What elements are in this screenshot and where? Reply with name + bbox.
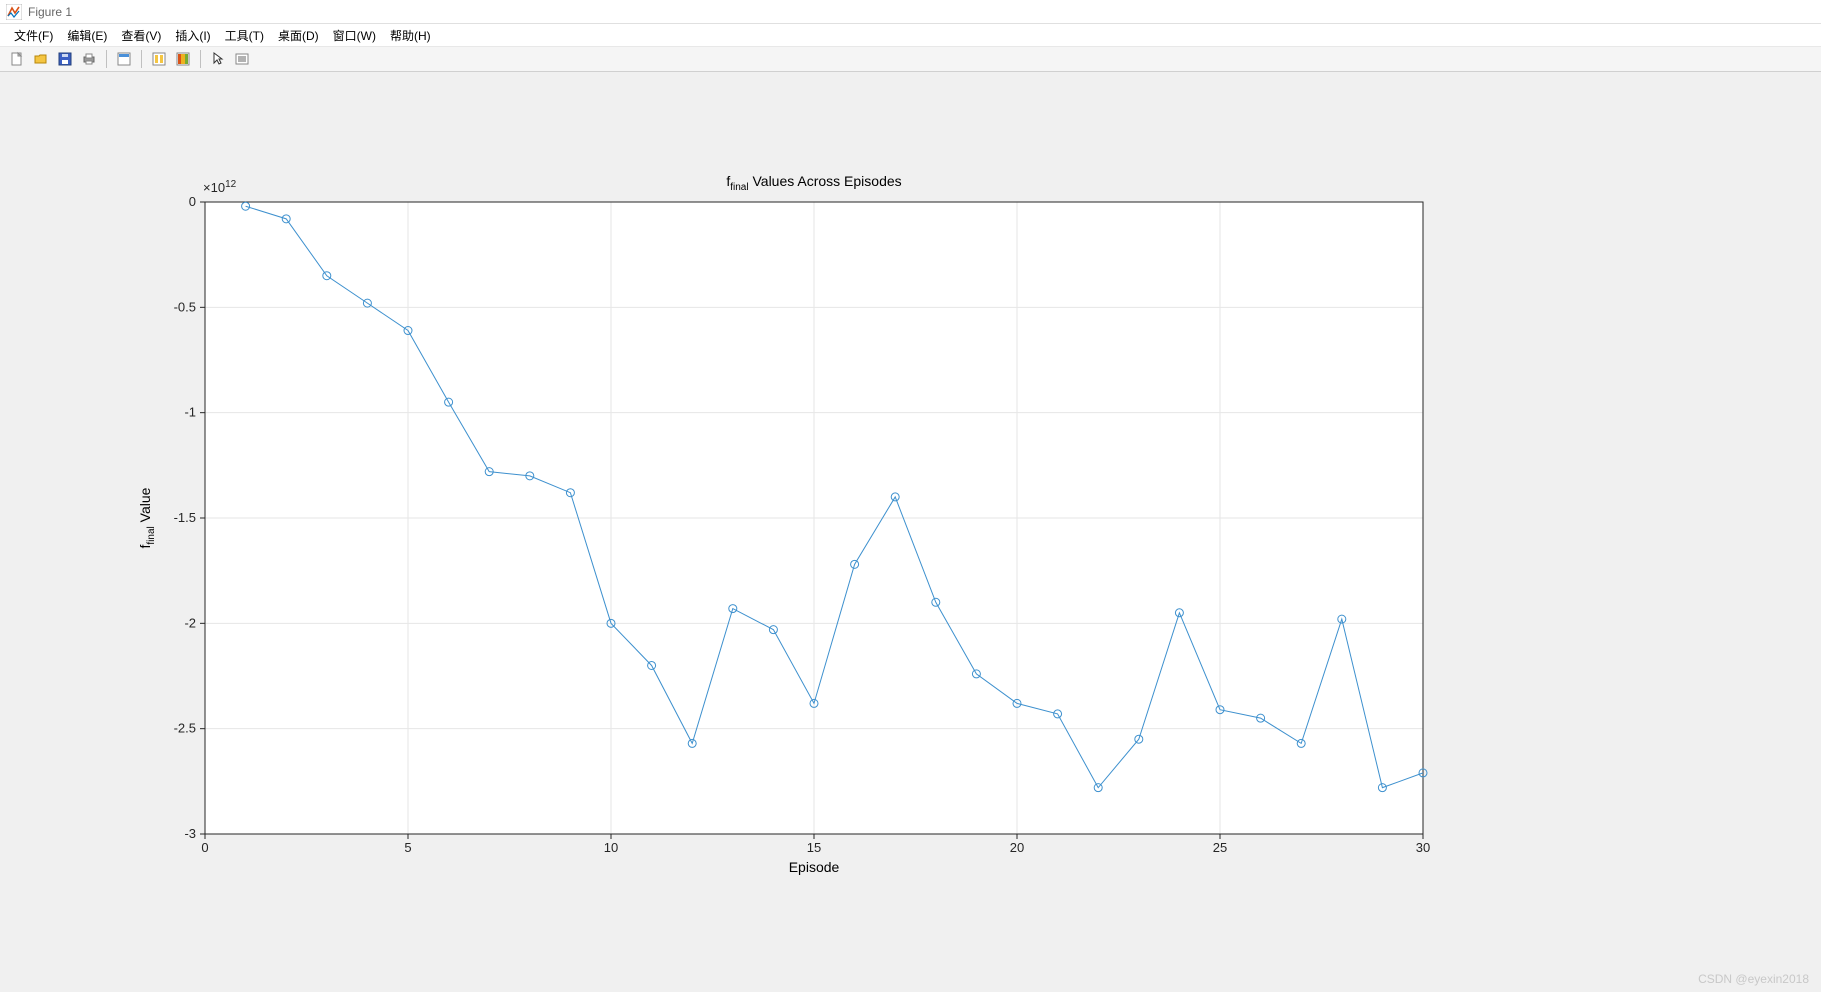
toolbar-separator <box>106 50 107 68</box>
menu-item-3[interactable]: 插入(I) <box>168 25 217 46</box>
svg-text:25: 25 <box>1213 840 1227 855</box>
toolbar-separator <box>200 50 201 68</box>
x-axis-label: Episode <box>789 859 840 875</box>
watermark-text: CSDN @eyexin2018 <box>1698 972 1809 986</box>
matlab-figure-icon <box>6 4 22 20</box>
menu-item-2[interactable]: 查看(V) <box>114 25 168 46</box>
toolbar <box>0 46 1821 72</box>
new-icon[interactable] <box>6 48 28 70</box>
svg-text:-2.5: -2.5 <box>174 721 196 736</box>
svg-text:15: 15 <box>807 840 821 855</box>
svg-text:-1.5: -1.5 <box>174 510 196 525</box>
toolbar-separator <box>141 50 142 68</box>
colorbar-icon[interactable] <box>172 48 194 70</box>
chart-title: ffinal Values Across Episodes <box>726 173 901 193</box>
line-chart: 0 5 10 15 20 25 30 -3 -2.5 -2 -1.5 -1 -0.5 0 ×1012 Epis… <box>0 72 1821 992</box>
svg-text:30: 30 <box>1416 840 1430 855</box>
y-exponent-label: ×1012 <box>203 179 237 195</box>
svg-text:-3: -3 <box>184 826 196 841</box>
menubar: 文件(F)编辑(E)查看(V)插入(I)工具(T)桌面(D)窗口(W)帮助(H) <box>0 24 1821 46</box>
svg-text:-0.5: -0.5 <box>174 299 196 314</box>
menu-item-1[interactable]: 编辑(E) <box>60 25 114 46</box>
save-icon[interactable] <box>54 48 76 70</box>
datacursor-icon[interactable] <box>113 48 135 70</box>
y-axis-label: ffinal Value <box>137 487 157 548</box>
pointer-icon[interactable] <box>207 48 229 70</box>
menu-item-4[interactable]: 工具(T) <box>218 25 271 46</box>
window-titlebar: Figure 1 <box>0 0 1821 24</box>
svg-text:10: 10 <box>604 840 618 855</box>
svg-text:0: 0 <box>189 194 196 209</box>
svg-text:5: 5 <box>404 840 411 855</box>
menu-item-5[interactable]: 桌面(D) <box>271 25 326 46</box>
window-title: Figure 1 <box>28 5 72 19</box>
menu-item-6[interactable]: 窗口(W) <box>326 25 383 46</box>
open-icon[interactable] <box>30 48 52 70</box>
menu-item-7[interactable]: 帮助(H) <box>383 25 438 46</box>
svg-text:-1: -1 <box>184 405 196 420</box>
link-icon[interactable] <box>148 48 170 70</box>
svg-text:0: 0 <box>201 840 208 855</box>
svg-text:-2: -2 <box>184 615 196 630</box>
figure-canvas: 0 5 10 15 20 25 30 -3 -2.5 -2 -1.5 -1 -0.5 0 ×1012 Epis… <box>0 72 1821 992</box>
svg-text:20: 20 <box>1010 840 1024 855</box>
print-icon[interactable] <box>78 48 100 70</box>
legend-icon[interactable] <box>231 48 253 70</box>
menu-item-0[interactable]: 文件(F) <box>7 25 60 46</box>
